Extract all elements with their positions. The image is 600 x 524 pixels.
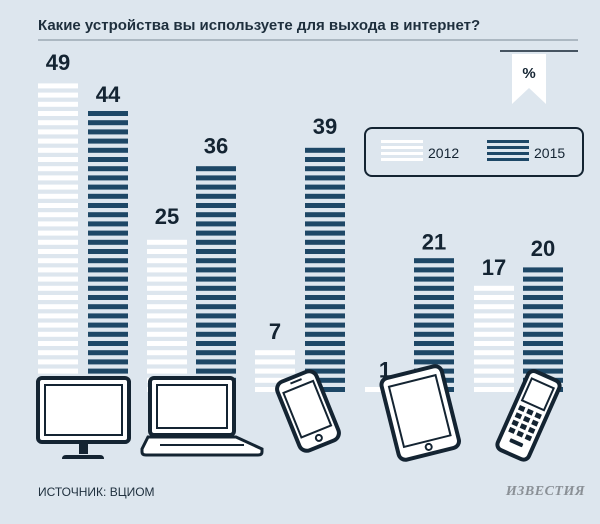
unit-ribbon	[512, 54, 546, 104]
bars-layer	[38, 83, 563, 392]
value-label-2012-3: 7	[269, 319, 281, 344]
tablet-icon	[379, 364, 461, 462]
bar-2012-1	[38, 83, 78, 392]
legend: 2012 2015	[364, 127, 584, 177]
brand-logo: ИЗВЕСТИЯ	[505, 484, 585, 499]
brand-name: ИЗВЕСТИЯ	[505, 484, 585, 499]
unit-label: %	[522, 65, 535, 82]
laptop-icon	[140, 376, 264, 457]
bar-2012-3	[255, 350, 295, 392]
bar-2012-5	[474, 285, 514, 392]
legend-label-2015: 2015	[534, 145, 565, 161]
value-label-2012-2: 25	[155, 204, 179, 229]
source-note: ИСТОЧНИК: ВЦИОМ	[38, 485, 155, 499]
bar-2015-2	[196, 166, 236, 392]
value-label-2012-5: 17	[482, 255, 506, 280]
unit-indicator: %	[500, 50, 578, 104]
smartphone-icon	[275, 369, 341, 453]
value-label-2015-2: 36	[204, 133, 228, 158]
chart-title: Какие устройства вы используете для выхо…	[38, 17, 480, 34]
bar-2015-1	[88, 111, 128, 392]
value-label-2015-1: 44	[96, 82, 121, 107]
value-label-2012-1: 49	[46, 50, 70, 75]
value-label-2015-5: 20	[531, 236, 555, 261]
mobile-phone-icon	[495, 369, 562, 462]
legend-label-2012: 2012	[428, 145, 459, 161]
legend-swatch-2015	[487, 140, 529, 161]
value-label-2015-4: 21	[422, 229, 446, 254]
legend-box	[364, 127, 584, 177]
bar-2012-2	[147, 239, 187, 392]
value-label-2015-3: 39	[313, 114, 337, 139]
desktop-monitor-icon	[36, 376, 131, 459]
legend-swatch-2012	[381, 140, 423, 161]
bar-2015-3	[305, 147, 345, 392]
